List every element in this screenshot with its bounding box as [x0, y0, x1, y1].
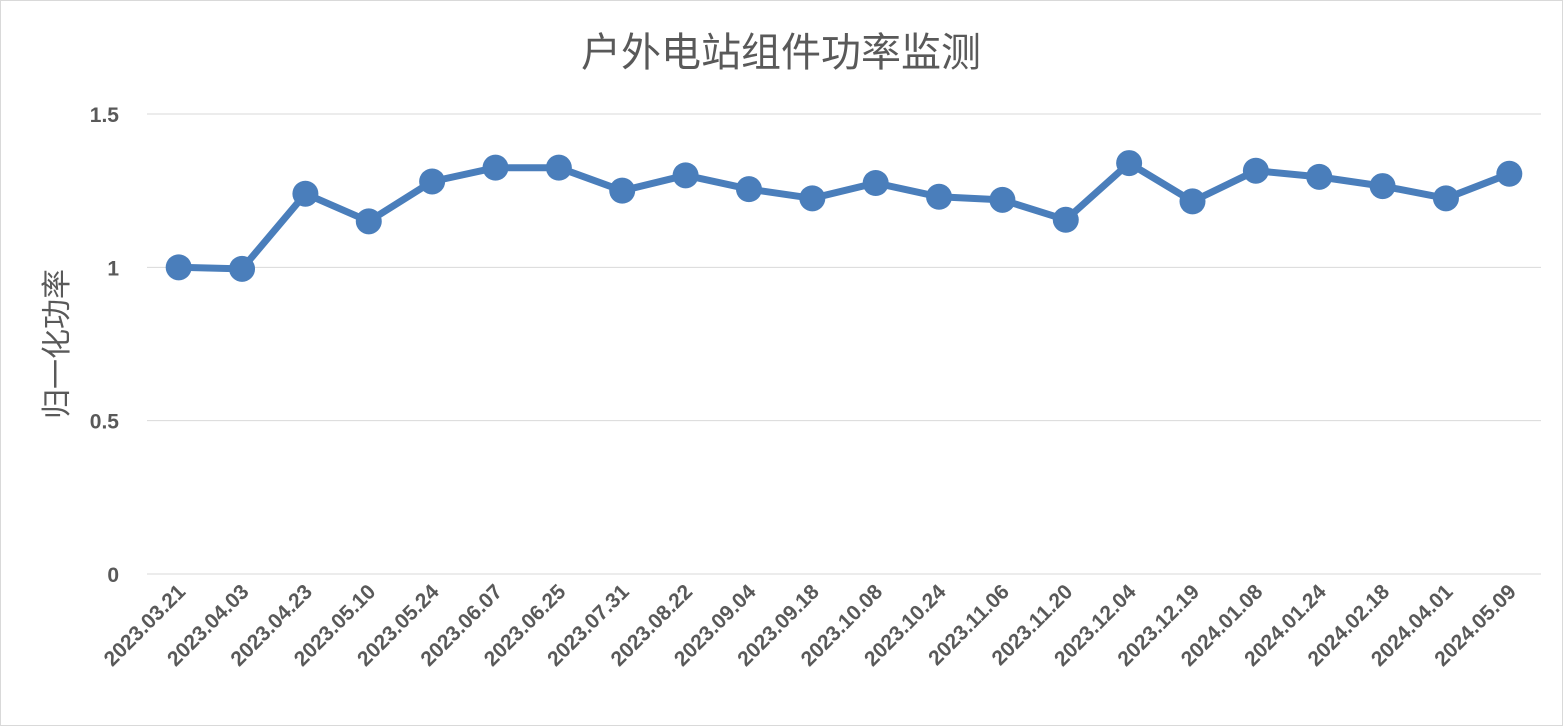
- chart-title: 户外电站组件功率监测: [581, 30, 981, 76]
- data-point: [672, 162, 699, 189]
- data-point: [862, 170, 889, 196]
- y-tick-label: 0.5: [90, 411, 120, 434]
- x-tick-labels: 2023.03.212023.04.032023.04.232023.05.10…: [100, 580, 1521, 671]
- y-axis-label: 归一化功率: [40, 269, 75, 419]
- data-point: [989, 186, 1016, 213]
- y-tick-label: 1: [107, 257, 119, 280]
- data-point: [1116, 150, 1143, 177]
- data-point: [292, 180, 319, 207]
- data-point: [419, 168, 446, 195]
- data-point: [1496, 160, 1523, 187]
- data-point: [735, 176, 762, 203]
- series-line: [175, 159, 1513, 273]
- gridlines: [147, 113, 1541, 575]
- series-layer: [165, 150, 1523, 282]
- data-point: [545, 154, 572, 181]
- y-tick-labels: 0 0.5 1 1.5: [90, 104, 120, 587]
- data-point: [926, 183, 953, 210]
- data-point: [1242, 157, 1269, 184]
- data-point: [165, 254, 192, 281]
- data-point: [799, 185, 826, 212]
- data-point: [1369, 173, 1396, 200]
- y-tick-label: 0: [107, 564, 119, 587]
- data-point: [1179, 188, 1206, 215]
- data-point: [609, 177, 636, 204]
- data-point: [355, 208, 382, 235]
- data-point: [1306, 163, 1333, 190]
- data-point: [482, 154, 509, 181]
- data-point: [229, 255, 256, 282]
- y-tick-label: 1.5: [90, 104, 120, 127]
- data-point: [1052, 206, 1079, 233]
- data-point: [1432, 185, 1459, 212]
